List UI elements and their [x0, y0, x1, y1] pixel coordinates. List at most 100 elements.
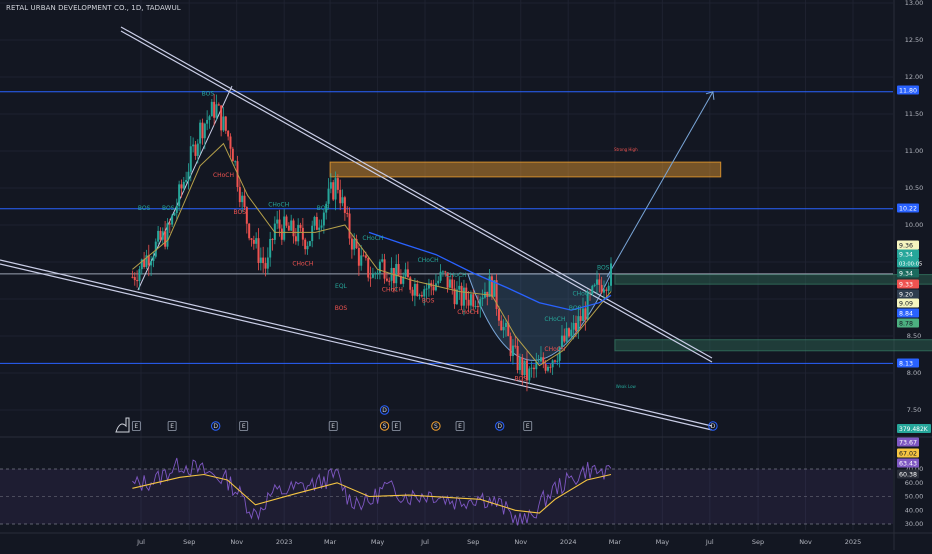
candle-body	[465, 287, 468, 300]
candle-body	[432, 286, 435, 291]
candle-body	[203, 123, 206, 139]
candle-body	[392, 267, 395, 284]
time-axis: Jul Sep Nov 2023 Mar May Jul Sep Nov 2024 Mar May Ju…	[136, 538, 861, 546]
event-marker-box	[523, 421, 533, 431]
time-axis-tick: May	[656, 538, 670, 546]
candle-body	[294, 236, 297, 242]
volume-badge	[897, 424, 931, 433]
candle-body	[411, 289, 414, 296]
event-marker-label: D	[382, 407, 387, 414]
price-axis-tick: 13.00	[905, 0, 924, 7]
time-axis-tick: May	[371, 538, 385, 546]
time-axis-tick: Nov	[514, 538, 527, 546]
rsi-value-badge	[897, 437, 919, 447]
event-marker-label: D	[213, 423, 218, 430]
candle-body	[420, 295, 423, 297]
candle-body	[325, 203, 328, 213]
candle-body	[425, 288, 428, 290]
price-label-text: 8.84	[899, 310, 913, 317]
event-marker-label: E	[526, 423, 530, 430]
candle-body	[511, 345, 514, 356]
event-marker-label: E	[331, 423, 335, 430]
candle-body	[588, 292, 591, 294]
candle-body	[185, 180, 188, 182]
event-marker-label: D	[497, 423, 502, 430]
price-label-badge	[897, 289, 919, 299]
candle-body	[136, 280, 139, 282]
candle-body	[497, 309, 500, 321]
candle-body	[187, 171, 190, 181]
candle-body	[306, 245, 309, 250]
candle-body	[208, 116, 211, 120]
rsi-pane: 70.00 60.00 50.00 40.00 30.00 73.67 67.02 63.43…	[0, 437, 923, 528]
candle-body	[192, 144, 195, 147]
price-label-text: 03:00:05	[899, 261, 922, 267]
candle-body	[238, 187, 241, 203]
candle-body	[271, 238, 274, 240]
candle-body	[455, 289, 458, 305]
annotation-label: BOS	[234, 209, 247, 216]
candle-body	[539, 357, 542, 362]
demand-zone	[614, 274, 932, 285]
annotation-label: BOS	[597, 264, 610, 271]
candle-body	[196, 143, 199, 156]
candle-body	[530, 367, 533, 369]
time-axis-tick: Jul	[705, 538, 714, 546]
candle-body	[355, 239, 358, 249]
candle-body	[257, 238, 260, 263]
price-label-badge	[897, 318, 919, 328]
candle-body	[551, 360, 554, 368]
candle-body	[332, 182, 335, 200]
candle-body	[444, 271, 447, 273]
annotation-label: CHoCH	[362, 235, 383, 242]
candle-body	[259, 257, 262, 263]
rsi-line	[132, 457, 612, 526]
candle-body	[448, 279, 451, 288]
price-label-badge	[897, 249, 919, 259]
time-axis-tick: Sep	[467, 538, 479, 546]
candle-body	[504, 322, 507, 327]
candle-body	[173, 212, 176, 216]
candle-body	[182, 181, 185, 189]
price-label-badge	[897, 203, 919, 213]
cup-pattern	[467, 273, 612, 361]
candle-body	[581, 308, 584, 321]
candle-body	[227, 130, 230, 137]
annotation-label: CHoCH	[292, 261, 313, 268]
candle-body	[292, 220, 295, 237]
candle-body	[570, 329, 573, 337]
event-marker-box	[167, 421, 177, 431]
price-label-text: 9.36	[899, 242, 913, 249]
price-label-badge	[897, 268, 919, 278]
candle-body	[346, 212, 349, 214]
price-label-text: 11.80	[899, 87, 917, 94]
candle-body	[194, 144, 197, 156]
candle-body	[152, 256, 155, 262]
price-label-text: 9.20	[899, 291, 913, 298]
time-axis-tick: Sep	[183, 538, 195, 546]
candle-body	[469, 294, 472, 306]
candle-body	[556, 360, 559, 362]
candle-body	[446, 272, 449, 288]
annotation-label: CHoCH	[382, 287, 403, 294]
channel-line	[120, 26, 713, 359]
candle-body	[493, 280, 496, 297]
candle-body	[301, 227, 304, 240]
candle-body	[458, 285, 461, 290]
candle-body	[269, 238, 272, 258]
annotation-label: BOS	[335, 305, 348, 312]
candle-body	[607, 285, 610, 291]
grid-lines	[0, 0, 893, 530]
candle-body	[423, 289, 426, 297]
time-axis-tick: 2024	[560, 538, 577, 546]
candle-body	[243, 195, 246, 208]
candle-body	[516, 346, 519, 371]
candle-body	[210, 101, 213, 117]
annotation-label: CHoCH	[418, 257, 439, 264]
event-marker-box	[391, 421, 401, 431]
candle-body	[318, 227, 321, 230]
event-marker-label: E	[458, 423, 462, 430]
volume-label: 379.482K	[899, 426, 929, 433]
candle-body	[537, 361, 540, 363]
price-label-badge	[897, 358, 919, 368]
